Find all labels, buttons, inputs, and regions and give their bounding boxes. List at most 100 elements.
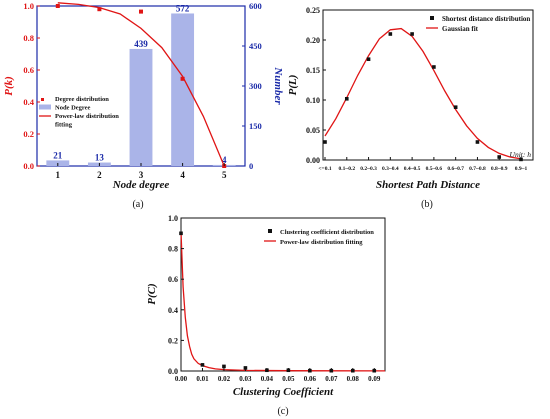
chart-b-point xyxy=(366,57,371,61)
chart-b-ytick-label: 0.15 xyxy=(306,66,320,75)
chart-b-ytick-label: 0.20 xyxy=(306,36,320,45)
chart-a-xtick-label: 3 xyxy=(139,170,144,180)
chart-a-ylabel-right: Number xyxy=(272,66,284,105)
chart-b-ytick-label: 0.10 xyxy=(306,96,320,105)
panel-label-a: (a) xyxy=(132,199,143,210)
chart-c-point xyxy=(200,363,205,367)
chart-b-legend-label: Gaussian fit xyxy=(442,25,479,33)
chart-b-xtick-label: 0.6~0.7 xyxy=(447,166,464,172)
chart-a-ytick-right-label: 300 xyxy=(249,81,262,91)
chart-a-ytick-right-label: 150 xyxy=(249,121,262,131)
chart-b-point xyxy=(388,32,393,36)
chart-b-xtick-label: 0.8~0.9 xyxy=(491,166,508,172)
chart-b-point xyxy=(453,105,458,109)
chart-a-bar xyxy=(171,13,195,167)
chart-a-bar-label: 439 xyxy=(134,39,148,49)
chart-a-ytick-left-label: 0.4 xyxy=(23,97,34,107)
chart-a-bar-label: 4 xyxy=(222,155,227,165)
chart-c-ytick-label: 1.0 xyxy=(168,214,178,223)
chart-c-xtick-label: 0.02 xyxy=(218,375,231,383)
chart-c-ytick-label: 0.6 xyxy=(168,275,178,284)
chart-b-fit-line xyxy=(324,27,522,160)
chart-c-xtick-label: 0.03 xyxy=(239,375,252,383)
chart-b-xtick-label: 0.3~0.4 xyxy=(382,166,399,172)
chart-c-xtick-label: 0.09 xyxy=(368,375,381,383)
chart-b-xtick-label: 0.1~0.2 xyxy=(338,166,355,172)
chart-b-point xyxy=(323,140,327,144)
chart-b-ytick-label: 0.05 xyxy=(306,126,320,135)
chart-a-xtick-label: 1 xyxy=(56,170,61,180)
chart-a-ytick-left-label: 0.2 xyxy=(23,129,34,139)
chart-c: 0.0 0.2 0.4 0.6 0.8 1.0 0.00 0.01 0.02 0.03 0.04 0… xyxy=(146,214,386,417)
chart-a-fit-line xyxy=(57,2,225,167)
chart-c-xtick-label: 0.06 xyxy=(304,375,317,383)
chart-a-ytick-left-label: 0.0 xyxy=(23,161,34,171)
chart-b-point xyxy=(344,97,349,101)
chart-c-xtick-label: 0.00 xyxy=(175,375,188,383)
chart-b-ylabel: P(L) xyxy=(287,75,299,96)
chart-a-legend-label: fitting xyxy=(55,122,73,129)
chart-c-legend-label: Clustering coefficient distribution xyxy=(280,229,374,236)
chart-a-point xyxy=(97,7,102,12)
chart-b-xtick-label: 0.2~0.3 xyxy=(360,166,377,172)
chart-c-point xyxy=(179,231,183,236)
chart-c-xtick-label: 0.04 xyxy=(261,375,274,383)
chart-b-xtick-label: 0.4~0.5 xyxy=(404,166,421,172)
chart-b-xtick-label: <=0.1 xyxy=(318,166,331,172)
chart-c-ytick-label: 0.2 xyxy=(168,336,178,345)
chart-c-point xyxy=(243,366,248,370)
chart-a-bar xyxy=(129,48,153,166)
panel-label-b: (b) xyxy=(421,199,433,210)
chart-a-legend-marker-points xyxy=(41,98,44,101)
chart-c-ytick-label: 0.4 xyxy=(168,306,178,315)
chart-a-ytick-right-label: 0 xyxy=(249,161,253,171)
chart-a-xtick-label: 2 xyxy=(97,170,102,180)
chart-a-bar-label: 572 xyxy=(176,3,190,13)
chart-c-xlabel: Clustering Coefficient xyxy=(233,386,334,398)
chart-a-point xyxy=(180,76,185,81)
chart-c-xtick-label: 0.05 xyxy=(282,375,295,383)
chart-a-legend-label: Power-law distribution xyxy=(55,113,119,120)
chart-c-legend-marker-points xyxy=(268,229,272,233)
chart-a-legend-label: Node Degree xyxy=(55,105,91,112)
chart-a-ytick-right-label: 600 xyxy=(249,1,262,11)
chart-c-point xyxy=(222,364,226,369)
chart-a-ytick-left-label: 1.0 xyxy=(23,1,34,11)
chart-b-frame xyxy=(322,9,534,161)
chart-a-ytick-left-label: 0.8 xyxy=(23,33,34,43)
chart-a-xtick-label: 5 xyxy=(222,170,227,180)
chart-c-xtick-label: 0.08 xyxy=(347,375,360,383)
chart-b-xtick-label: 0.5~0.6 xyxy=(426,166,443,172)
chart-a-legend-label: Degree distribution xyxy=(55,96,109,103)
chart-b-point xyxy=(475,140,480,144)
chart-b-legend-marker-points xyxy=(430,16,434,20)
chart-b-xtick-label: 0.9~1 xyxy=(515,166,528,172)
chart-a-ytick-left-label: 0.6 xyxy=(23,65,34,75)
panel-label-c: (c) xyxy=(277,406,288,417)
chart-a-bar-label: 21 xyxy=(53,150,63,160)
chart-a-ylabel-left: P(k) xyxy=(3,76,15,96)
chart-a-point xyxy=(55,4,60,8)
chart-b-xtick-label: 0.7~0.8 xyxy=(469,166,486,172)
chart-b: 0.00 0.05 0.10 0.15 0.20 0.25 <=0.1 0.1~0.2 0.2… xyxy=(287,6,534,210)
chart-a-xlabel: Node degree xyxy=(112,179,170,191)
chart-a-bar-label: 13 xyxy=(95,153,105,163)
chart-a-xtick-label: 4 xyxy=(180,170,185,180)
chart-c-ytick-label: 0.0 xyxy=(168,367,178,376)
chart-c-xtick-label: 0.01 xyxy=(196,375,209,383)
chart-c-ytick-label: 0.8 xyxy=(168,245,178,254)
chart-b-point xyxy=(410,32,414,36)
chart-c-xtick-label: 0.07 xyxy=(325,375,338,383)
chart-c-fit-line xyxy=(180,231,386,372)
chart-a-ytick-right-label: 450 xyxy=(249,41,262,51)
chart-b-ytick-label: 0.25 xyxy=(306,6,320,15)
chart-a-legend-marker-bar xyxy=(39,104,51,110)
chart-b-legend-label: Shortest distance distribution xyxy=(442,15,530,23)
chart-b-xlabel: Shortest Path Distance xyxy=(376,179,480,191)
chart-a-point xyxy=(139,9,143,14)
chart-b-point xyxy=(432,65,436,69)
chart-c-ylabel: P(C) xyxy=(146,283,158,304)
chart-b-unit-annotation: Unit: h xyxy=(510,150,532,159)
